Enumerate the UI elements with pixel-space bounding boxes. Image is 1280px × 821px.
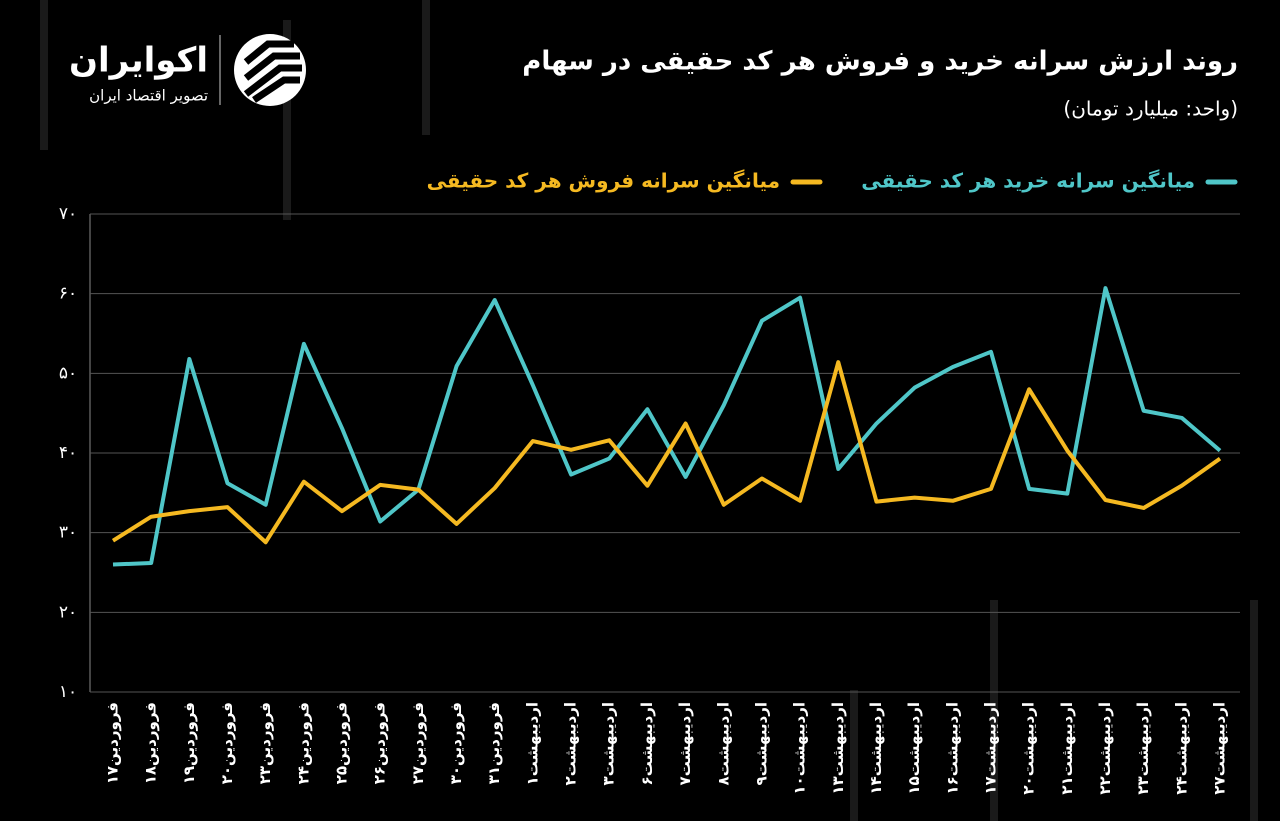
y-tick-label: ۶۰ xyxy=(59,284,77,304)
brand-tagline: تصویر اقتصاد ایران xyxy=(89,87,208,105)
x-tick-label: اردیبهشت۱ xyxy=(523,702,541,785)
x-tick-label: اردیبهشت۲۱ xyxy=(1058,702,1076,795)
brand-name: اکوایران xyxy=(69,41,208,81)
series-line xyxy=(112,286,1222,567)
y-tick-label: ۵۰ xyxy=(59,363,77,383)
x-tick-label: اردیبهشت۸ xyxy=(714,702,732,785)
x-tick-label: اردیبهشت۱۶ xyxy=(943,702,961,795)
chart-subtitle: (واحد: میلیارد تومان) xyxy=(1063,97,1238,121)
x-tick-label: اردیبهشت۲۳ xyxy=(1134,702,1152,795)
x-tick-label: اردیبهشت۲۴ xyxy=(1172,702,1190,795)
x-tick-label: فروردین۲۶ xyxy=(371,702,389,784)
x-tick-label: اردیبهشت۶ xyxy=(638,702,656,785)
y-tick-label: ۲۰ xyxy=(59,602,77,622)
logo xyxy=(219,34,306,106)
y-tick-label: ۷۰ xyxy=(59,204,77,224)
x-tick-label: اردیبهشت۲۷ xyxy=(1211,702,1229,795)
x-tick-label: اردیبهشت۱۰ xyxy=(791,702,809,795)
y-tick-label: ۴۰ xyxy=(59,443,77,463)
x-tick-label: فروردین۲۵ xyxy=(333,702,351,784)
x-tick-label: اردیبهشت۱۷ xyxy=(981,702,999,795)
x-tick-label: اردیبهشت۲ xyxy=(562,702,580,785)
chart-title: روند ارزش سرانه خرید و فروش هر کد حقیقی … xyxy=(522,47,1238,77)
x-tick-label: اردیبهشت۱۵ xyxy=(905,702,923,795)
x-tick-label: فروردین۱۹ xyxy=(180,702,198,784)
y-tick-label: ۱۰ xyxy=(59,682,77,702)
x-tick-label: فروردین۲۳ xyxy=(256,702,274,784)
legend-label: میانگین سرانه فروش هر کد حقیقی xyxy=(427,169,780,193)
x-tick-label: اردیبهشت۲۰ xyxy=(1020,702,1038,795)
x-tick-label: فروردین۲۰ xyxy=(218,702,236,784)
series-line xyxy=(111,360,1222,545)
decor xyxy=(40,0,1258,821)
y-tick-label: ۳۰ xyxy=(59,523,77,543)
x-tick-label: فروردین۲۴ xyxy=(294,702,312,784)
x-tick-label: فروردین۳۱ xyxy=(485,702,503,784)
x-tick-label: اردیبهشت۳ xyxy=(600,702,618,785)
x-tick-label: اردیبهشت۱۳ xyxy=(829,702,847,795)
x-tick-label: فروردین۲۷ xyxy=(409,702,427,784)
x-tick-label: اردیبهشت۲۲ xyxy=(1096,702,1114,795)
x-tick-label: فروردین۱۷ xyxy=(104,702,122,784)
x-tick-label: اردیبهشت۱۴ xyxy=(867,702,885,795)
x-tick-label: فروردین۱۸ xyxy=(142,702,160,784)
legend-label: میانگین سرانه خرید هر کد حقیقی xyxy=(861,169,1195,193)
x-tick-label: اردیبهشت۷ xyxy=(676,702,694,785)
x-tick-label: فروردین۳۰ xyxy=(447,702,465,784)
x-tick-label: اردیبهشت۹ xyxy=(752,702,770,785)
